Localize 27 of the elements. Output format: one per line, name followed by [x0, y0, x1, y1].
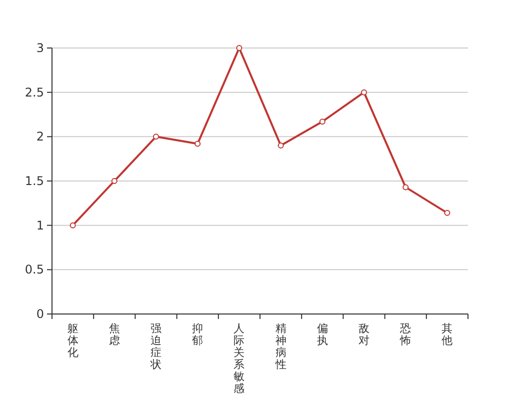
- x-tick-label: 恐怖: [399, 322, 412, 347]
- x-tick-label: 偏执: [316, 322, 328, 347]
- point: [236, 45, 242, 51]
- x-tick-label: 敌对: [358, 322, 370, 347]
- y-tick-label: 0: [36, 307, 44, 321]
- y-tick-label: 1: [36, 218, 44, 232]
- x-tick-label: 焦虑: [108, 322, 120, 347]
- point: [278, 142, 284, 149]
- y-tick-label: 1.5: [24, 174, 44, 188]
- y-tick-label: 3: [36, 41, 44, 55]
- point: [153, 134, 159, 140]
- x-tick-label: 躯体化: [67, 322, 78, 359]
- y-tick-label: 2.5: [24, 85, 44, 100]
- point: [361, 89, 367, 96]
- point: [111, 178, 118, 184]
- y-tick-label: 2: [36, 130, 44, 144]
- x-tick-label: 人际关系敏感: [234, 322, 245, 395]
- x-tick-label: 其他: [442, 322, 453, 347]
- point: [70, 222, 76, 228]
- x-tick-label: 抑郁: [192, 322, 204, 347]
- x-tick-label: 强迫症状: [150, 322, 162, 371]
- point: [402, 184, 409, 190]
- x-tick-label: 精神病性: [274, 322, 286, 371]
- point: [444, 210, 450, 216]
- y-tick-label: 0.5: [24, 262, 44, 277]
- point: [319, 118, 326, 125]
- point: [194, 140, 201, 147]
